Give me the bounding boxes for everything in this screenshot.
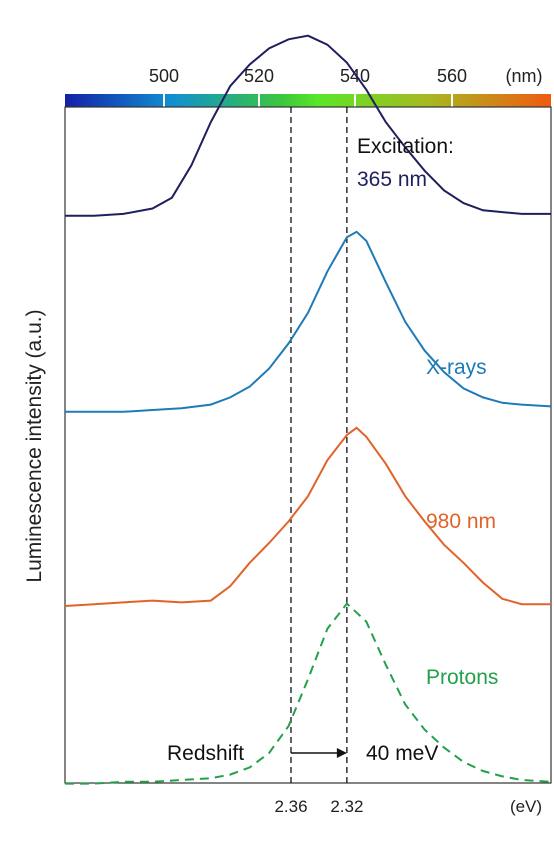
series-label-xrays: X-rays xyxy=(426,356,487,379)
series-label-980nm: 980 nm xyxy=(426,510,496,533)
series-line-xrays xyxy=(65,230,552,413)
series-line-365nm xyxy=(65,34,551,217)
bottom-tick-2-36: 2.36 xyxy=(274,797,307,816)
colorbar-gradient xyxy=(65,94,551,107)
colorbar xyxy=(65,94,551,107)
series-label-protons: Protons xyxy=(426,666,498,689)
series-line-protons xyxy=(65,602,552,785)
top-tick-560: 560 xyxy=(437,66,467,86)
bottom-tick-2-32: 2.32 xyxy=(330,797,363,816)
bottom-axis-unit: (eV) xyxy=(510,797,542,816)
redshift-arrow-head xyxy=(336,748,347,758)
plot-frame xyxy=(64,106,552,784)
series-label-365nm: 365 nm xyxy=(357,168,427,191)
series-label-excitation: Excitation: xyxy=(357,135,454,158)
series-line-980nm xyxy=(64,426,551,607)
top-tick-540: 540 xyxy=(340,66,370,86)
y-axis-label: Luminescence intensity (a.u.) xyxy=(23,309,46,582)
top-axis: 500 520 540 560 (nm) xyxy=(149,66,543,86)
top-axis-unit: (nm) xyxy=(506,66,543,86)
top-tick-520: 520 xyxy=(244,66,274,86)
redshift-value: 40 meV xyxy=(366,742,438,765)
top-tick-500: 500 xyxy=(149,66,179,86)
redshift-label: Redshift xyxy=(167,742,244,765)
